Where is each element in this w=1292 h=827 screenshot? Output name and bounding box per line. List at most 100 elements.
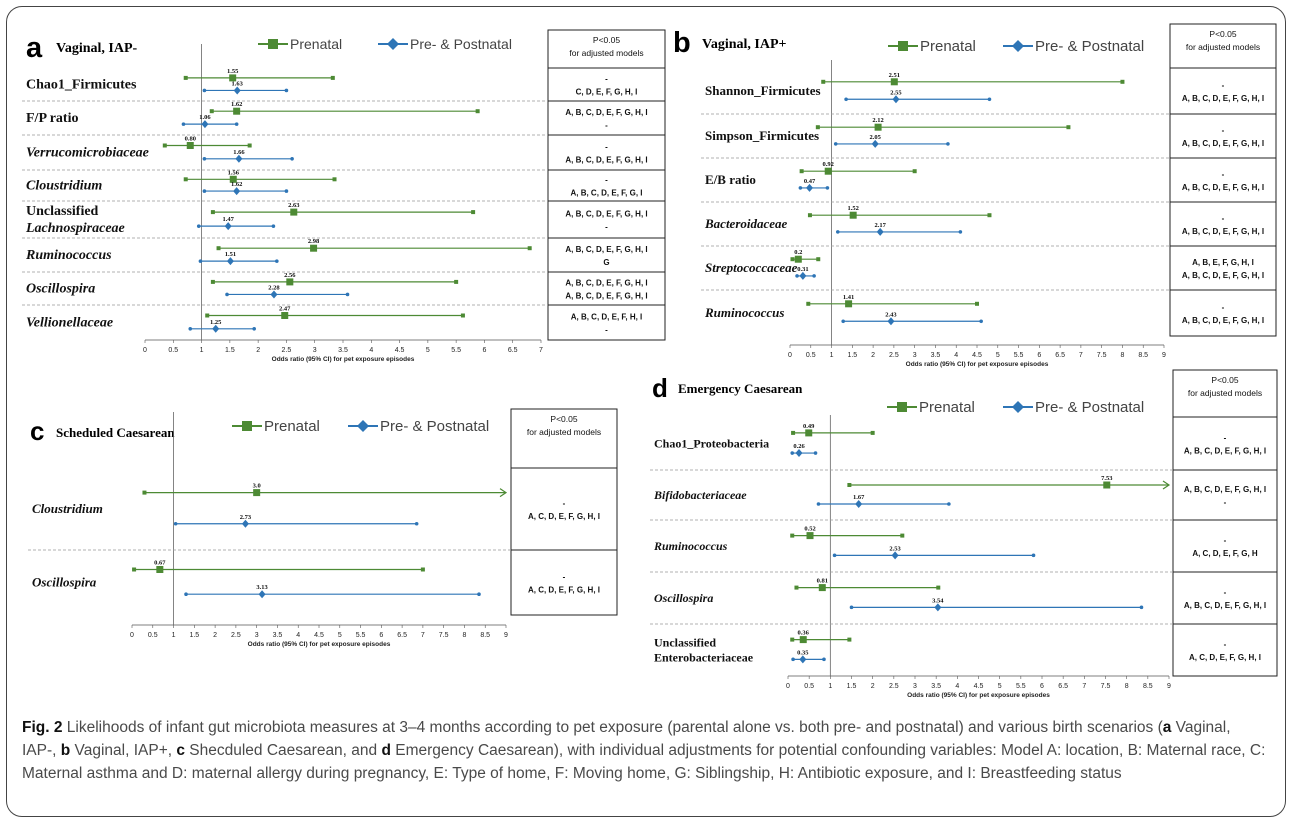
legend-both-label: Pre- & Postnatal bbox=[1035, 399, 1144, 416]
x-tick-label: 6 bbox=[1040, 683, 1044, 690]
ci-prenatal-lo-cap bbox=[790, 533, 795, 538]
row-label: Cloustridium bbox=[32, 501, 103, 516]
sig-prenatal: - bbox=[1222, 214, 1225, 223]
caption-panel-ref: b bbox=[60, 742, 71, 759]
x-tick-label: 2 bbox=[871, 683, 875, 690]
ci-both-hi-cap bbox=[825, 186, 830, 190]
sig-table bbox=[1172, 369, 1278, 677]
sig-prenatal: A, B, E, F, G, H, I bbox=[1192, 258, 1254, 267]
value-both: 1.67 bbox=[853, 494, 865, 501]
point-both bbox=[876, 227, 884, 236]
ci-both-lo-cap bbox=[798, 186, 803, 190]
ci-prenatal-lo-cap bbox=[807, 213, 812, 218]
point-both bbox=[934, 603, 942, 612]
x-tick-label: 1.5 bbox=[847, 352, 857, 359]
x-tick-label: 7 bbox=[421, 632, 425, 639]
sig-both: A, B, C, D, E, F, G, H, I bbox=[565, 292, 647, 301]
x-tick-label: 7 bbox=[1082, 683, 1086, 690]
x-axis-label: Odds ratio (95% CI) for pet exposure epi… bbox=[907, 692, 1050, 699]
x-tick-label: 3.5 bbox=[931, 683, 941, 690]
x-tick-label: 0 bbox=[786, 683, 790, 690]
x-tick-label: 5 bbox=[998, 683, 1002, 690]
point-both bbox=[799, 271, 807, 280]
point-both bbox=[224, 222, 232, 231]
ci-prenatal-hi-cap bbox=[912, 169, 917, 174]
sig-both: A, B, C, D, E, F, G, H, I bbox=[1184, 447, 1266, 456]
x-tick-label: 3.5 bbox=[338, 347, 348, 354]
ci-both-hi-cap bbox=[822, 657, 826, 662]
value-prenatal: 2.98 bbox=[308, 238, 320, 245]
point-both bbox=[871, 139, 879, 148]
value-prenatal: 1.52 bbox=[847, 205, 858, 212]
row-label: Bacteroidaceae bbox=[704, 216, 788, 231]
point-prenatal bbox=[845, 300, 853, 308]
row-label: Bifidobacteriaceae bbox=[653, 488, 747, 502]
sig-prenatal: - bbox=[605, 143, 608, 152]
point-both bbox=[795, 449, 803, 458]
value-prenatal: 0.92 bbox=[823, 161, 834, 168]
sig-header-line1: P<0.05 bbox=[1211, 375, 1238, 385]
row-label: E/B ratio bbox=[705, 172, 756, 187]
sig-prenatal: - bbox=[1224, 588, 1227, 597]
value-both: 1.25 bbox=[210, 319, 222, 326]
panel-title-d: Emergency Caesarean bbox=[678, 381, 803, 396]
x-tick-label: 9 bbox=[504, 632, 508, 639]
row-label: Enterobacteriaceae bbox=[654, 651, 754, 665]
x-tick-label: 3 bbox=[255, 632, 259, 639]
ci-prenatal-hi-cap bbox=[1066, 125, 1071, 130]
sig-header-line2: for adjusted models bbox=[527, 427, 601, 437]
x-tick-label: 1 bbox=[828, 683, 832, 690]
x-tick-label: 5.5 bbox=[451, 347, 461, 354]
x-tick-label: 3.5 bbox=[273, 632, 283, 639]
caption-panel-ref: d bbox=[381, 742, 391, 759]
row-label: Chao1_Proteobacteria bbox=[654, 437, 769, 451]
value-prenatal: 0.81 bbox=[817, 578, 828, 585]
ci-prenatal-hi-cap bbox=[900, 533, 905, 538]
ci-both-hi-cap bbox=[987, 97, 992, 102]
point-prenatal bbox=[286, 278, 294, 286]
ci-prenatal-lo-cap bbox=[210, 210, 215, 215]
ci-prenatal-lo-cap bbox=[790, 637, 795, 642]
x-tick-label: 1 bbox=[830, 352, 834, 359]
value-prenatal: 0.2 bbox=[794, 249, 802, 256]
point-prenatal bbox=[890, 78, 898, 86]
row-label: Verrucomicrobiaceae bbox=[26, 146, 149, 161]
sig-prenatal: - bbox=[1222, 170, 1225, 179]
x-tick-label: 0.5 bbox=[806, 352, 816, 359]
x-tick-label: 5.5 bbox=[356, 632, 366, 639]
x-tick-label: 6.5 bbox=[397, 632, 407, 639]
sig-both: A, B, C, D, E, F, G, H, I bbox=[565, 156, 647, 165]
sig-header-line1: P<0.05 bbox=[593, 35, 620, 45]
sig-prenatal: - bbox=[1224, 536, 1227, 545]
row-label: Cloustridium bbox=[26, 179, 102, 194]
ci-both-lo-cap bbox=[841, 319, 845, 324]
x-tick-label: 1.5 bbox=[847, 683, 857, 690]
sig-prenatal: - bbox=[563, 499, 566, 508]
point-prenatal bbox=[806, 532, 814, 540]
ci-prenatal-hi-cap bbox=[975, 301, 979, 306]
ci-both-lo-cap bbox=[795, 274, 799, 278]
value-both: 0.31 bbox=[797, 266, 808, 273]
legend-both-marker bbox=[387, 38, 399, 50]
row-label: Chao1_Firmicutes bbox=[26, 78, 137, 93]
ci-both-hi-cap bbox=[275, 259, 279, 263]
ci-prenatal-hi-cap bbox=[527, 246, 532, 251]
x-tick-label: 2 bbox=[871, 352, 875, 359]
ci-both-lo-cap bbox=[173, 521, 178, 526]
ci-prenatal-lo-cap bbox=[799, 169, 804, 174]
sig-prenatal: A, B, C, D, E, F, G, H, I bbox=[565, 210, 647, 219]
ci-both-lo-cap bbox=[181, 122, 186, 126]
sig-prenatal: - bbox=[1224, 434, 1227, 443]
sig-table bbox=[547, 29, 666, 341]
x-tick-label: 2 bbox=[256, 347, 260, 354]
value-prenatal: 3.0 bbox=[253, 483, 261, 490]
x-tick-label: 0 bbox=[130, 632, 134, 639]
ci-both-hi-cap bbox=[414, 521, 419, 526]
point-both bbox=[201, 120, 209, 129]
value-prenatal: 7.53 bbox=[1101, 475, 1113, 482]
ci-prenatal-lo-cap bbox=[205, 313, 210, 318]
sig-prenatal: - bbox=[1224, 640, 1227, 649]
